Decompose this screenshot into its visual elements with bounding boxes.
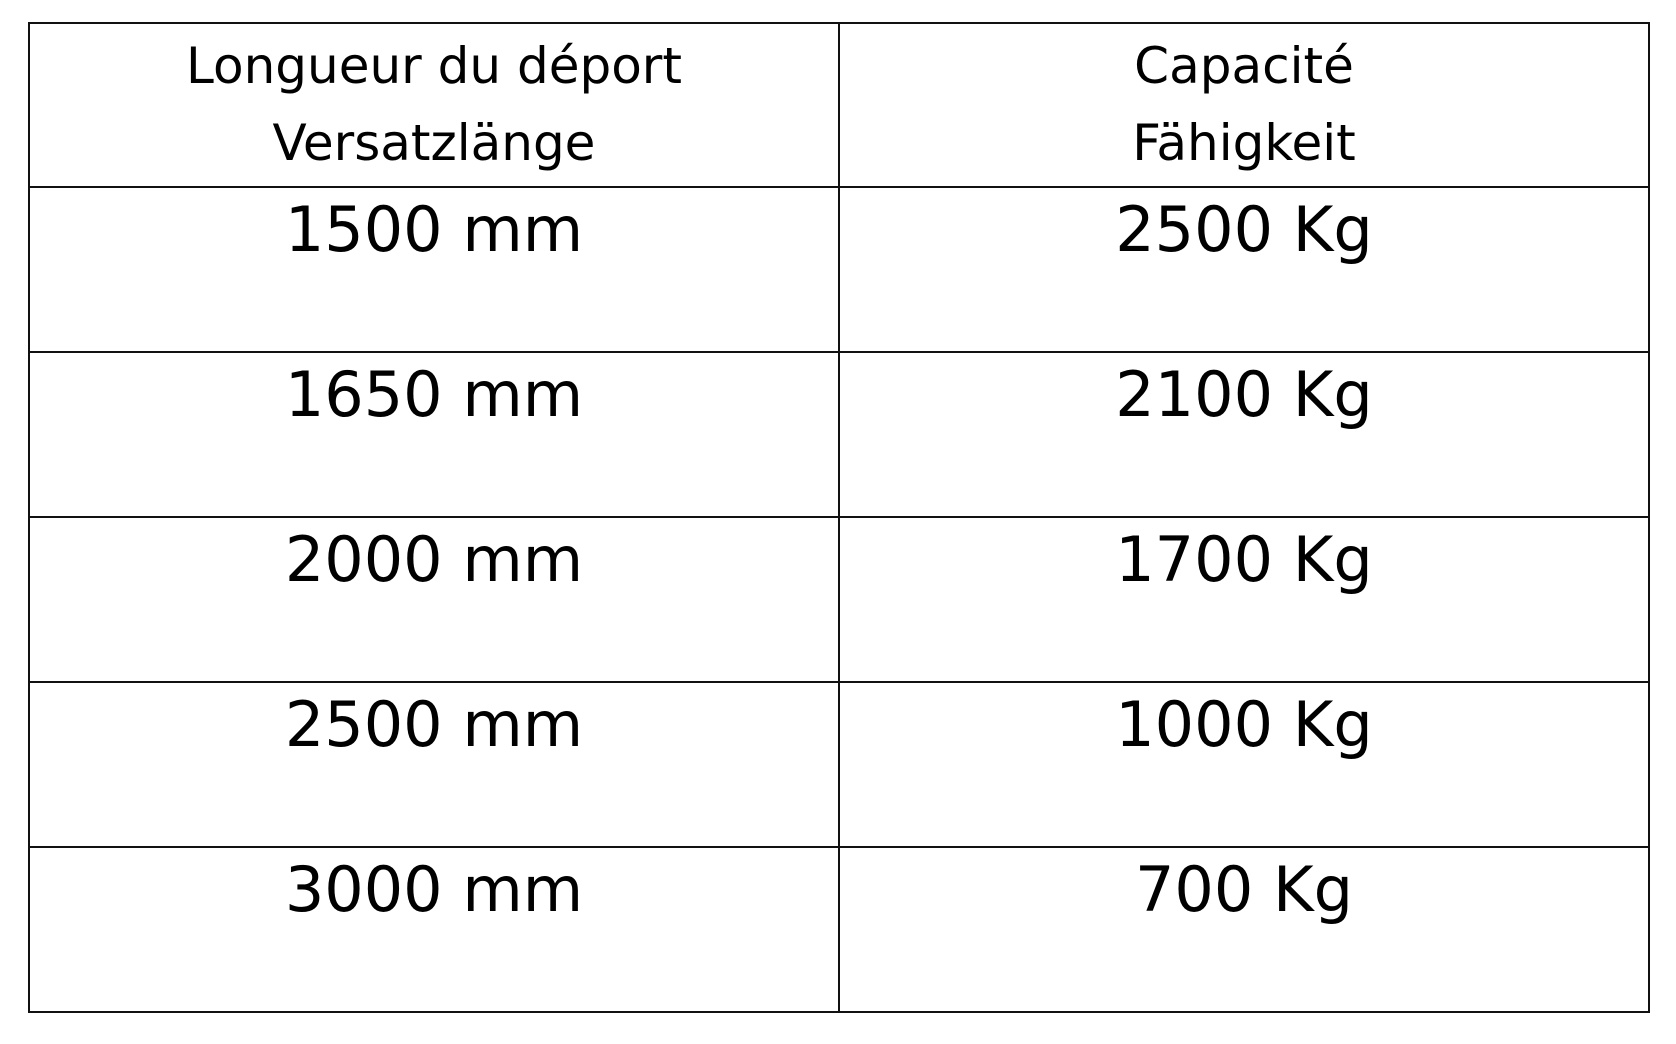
capacity-cell: 1000 Kg [838,681,1650,848]
table-row: 2500 mm 1000 Kg [28,681,1650,848]
length-cell: 2500 mm [28,681,840,848]
length-cell: 1650 mm [28,351,840,518]
header-capacity: Capacité Fähigkeit [838,22,1650,188]
capacity-cell: 1700 Kg [838,516,1650,683]
header-length: Longueur du déport Versatzlänge [28,22,840,188]
length-cell: 3000 mm [28,846,840,1013]
capacity-cell: 2500 Kg [838,186,1650,353]
capacity-table: Longueur du déport Versatzlänge Capacité F… [28,22,1650,1013]
table-row: 2000 mm 1700 Kg [28,516,1650,683]
table-row: 1500 mm 2500 Kg [28,186,1650,353]
table-row: 3000 mm 700 Kg [28,846,1650,1013]
header-length-de: Versatzlänge [272,114,596,172]
table-row: 1650 mm 2100 Kg [28,351,1650,518]
capacity-cell: 700 Kg [838,846,1650,1013]
capacity-cell: 2100 Kg [838,351,1650,518]
length-cell: 2000 mm [28,516,840,683]
header-length-fr: Longueur du déport [186,37,682,95]
header-capacity-fr: Capacité [1134,37,1354,95]
length-cell: 1500 mm [28,186,840,353]
header-capacity-de: Fähigkeit [1132,114,1356,172]
header-row: Longueur du déport Versatzlänge Capacité F… [28,22,1650,188]
